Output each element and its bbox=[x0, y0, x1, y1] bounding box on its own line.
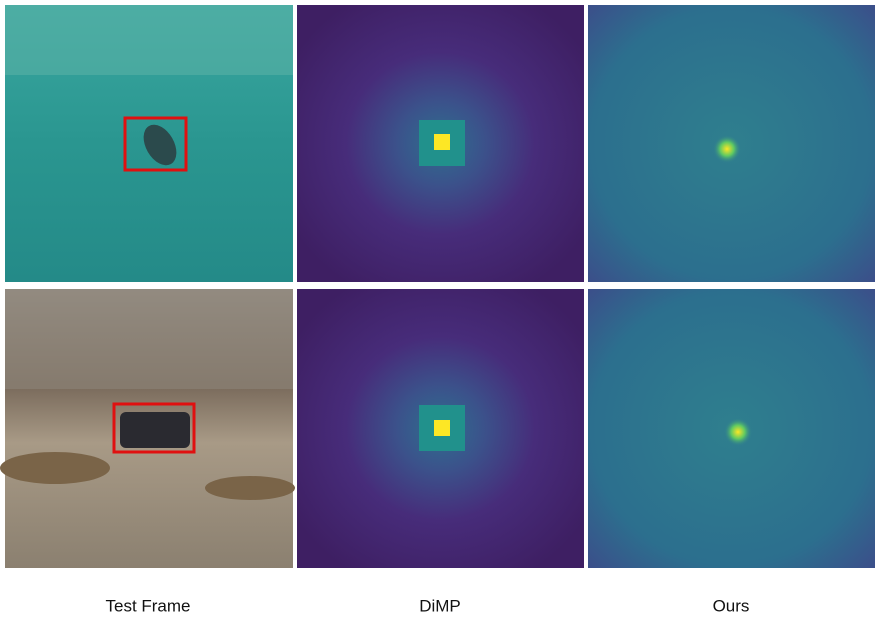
row-2 bbox=[0, 289, 875, 568]
peak bbox=[713, 135, 741, 163]
caption: DiMP bbox=[419, 596, 461, 615]
trees bbox=[5, 289, 293, 389]
surface bbox=[5, 5, 293, 75]
caption: Ours bbox=[713, 596, 750, 615]
bounding-box bbox=[112, 402, 196, 454]
puddle bbox=[205, 476, 295, 500]
bounding-box bbox=[123, 116, 188, 172]
puddle bbox=[0, 452, 110, 484]
caption: Test Frame bbox=[105, 596, 190, 615]
fish bbox=[143, 124, 177, 166]
peak bbox=[724, 418, 752, 446]
peak bbox=[434, 134, 450, 150]
peak bbox=[434, 420, 450, 436]
row-1 bbox=[5, 5, 875, 282]
car bbox=[120, 412, 190, 448]
